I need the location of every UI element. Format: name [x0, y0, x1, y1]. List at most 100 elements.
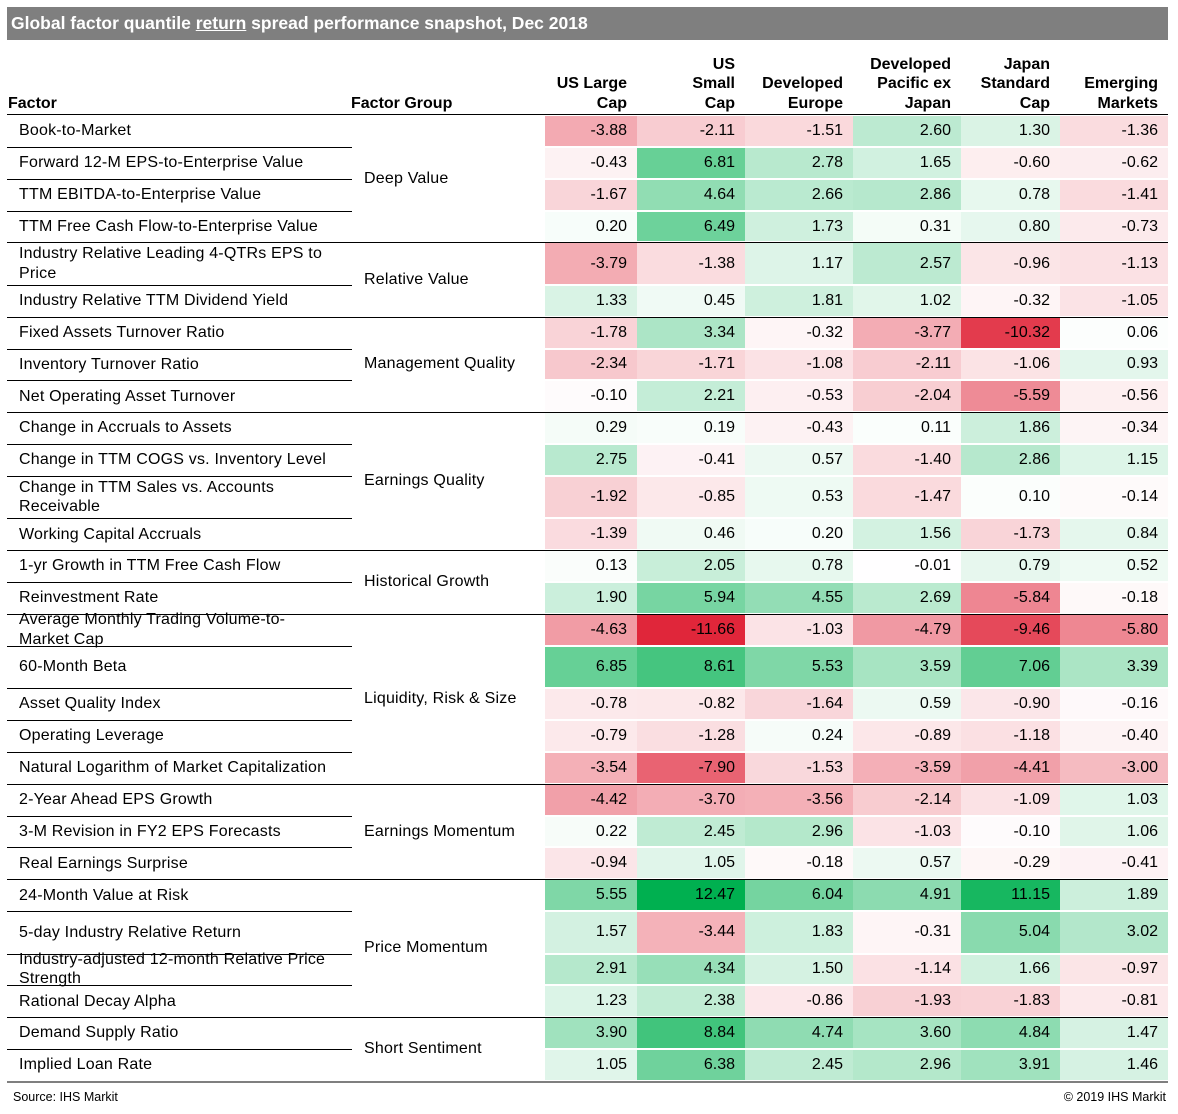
value-cell: 2.45: [637, 816, 745, 847]
value-cell: 1.47: [1060, 1018, 1168, 1049]
value-cell: -0.14: [1060, 476, 1168, 518]
value-cell: -0.94: [545, 848, 637, 879]
factor-name: Change in Accruals to Assets: [19, 419, 232, 437]
factor-name: Change in TTM Sales vs. Accounts Receiva…: [19, 478, 275, 516]
value-cell: -1.13: [1060, 243, 1168, 284]
value-cell: -1.05: [1060, 285, 1168, 316]
value-cell: -2.11: [637, 116, 745, 146]
value-cell: 1.81: [745, 285, 853, 316]
value-cell: -0.32: [961, 285, 1060, 316]
factor-name: Fixed Assets Turnover Ratio: [19, 323, 225, 341]
value-cell: -5.84: [961, 583, 1060, 613]
value-cell: 11.15: [961, 880, 1060, 911]
value-cell: 2.66: [745, 179, 853, 210]
value-cell: -0.53: [745, 381, 853, 412]
value-cell: 1.05: [545, 1050, 637, 1080]
value-cell: 0.59: [853, 689, 961, 719]
value-cell: 0.10: [961, 476, 1060, 518]
value-cell: 6.38: [637, 1050, 745, 1080]
value-cell: 0.45: [637, 285, 745, 316]
column-header: Developed Pacific ex Japan: [870, 55, 951, 112]
chart-title: Global factor quantile return spread per…: [7, 7, 1168, 40]
value-cell: -0.89: [853, 721, 961, 751]
factor-group-name: Management Quality: [364, 355, 516, 373]
row-rule: [7, 210, 352, 212]
value-cell: 0.19: [637, 413, 745, 444]
value-cell: 0.78: [961, 179, 1060, 210]
factor-name: 2-Year Ahead EPS Growth: [19, 790, 213, 808]
group-rule: [7, 613, 1168, 615]
value-cell: -1.67: [545, 179, 637, 210]
value-cell: 4.55: [745, 583, 853, 613]
value-cell: 3.02: [1060, 912, 1168, 953]
factor-name: TTM EBITDA-to-Enterprise Value: [19, 185, 262, 203]
column-header: Developed Europe: [762, 75, 843, 112]
value-cell: -2.14: [853, 784, 961, 815]
header-factor-group: Factor Group: [351, 95, 453, 112]
value-cell: 6.85: [545, 646, 637, 688]
value-cell: -0.56: [1060, 381, 1168, 412]
value-cell: -4.79: [853, 614, 961, 645]
value-cell: 0.52: [1060, 551, 1168, 582]
value-cell: -1.53: [745, 752, 853, 783]
value-cell: -1.78: [545, 317, 637, 348]
factor-name: Rational Decay Alpha: [19, 992, 176, 1010]
value-cell: -1.08: [745, 349, 853, 380]
value-cell: -1.40: [853, 445, 961, 475]
column-header: US Small Cap: [692, 55, 735, 112]
group-rule: [7, 783, 1168, 785]
value-cell: 1.46: [1060, 1050, 1168, 1080]
value-cell: -3.54: [545, 752, 637, 783]
value-cell: -1.06: [961, 349, 1060, 380]
value-cell: 0.57: [745, 445, 853, 475]
value-cell: 2.69: [853, 583, 961, 613]
value-cell: 1.50: [745, 954, 853, 985]
value-cell: 1.03: [1060, 784, 1168, 815]
value-cell: -0.79: [545, 721, 637, 751]
factor-name: Average Monthly Trading Volume-to- Marke…: [19, 611, 286, 648]
value-cell: -0.81: [1060, 986, 1168, 1017]
value-cell: 1.30: [961, 116, 1060, 146]
value-cell: -1.36: [1060, 116, 1168, 146]
row-rule: [7, 688, 352, 690]
factor-group-name: Relative Value: [364, 270, 469, 288]
value-cell: 0.20: [745, 519, 853, 550]
value-cell: -0.73: [1060, 211, 1168, 242]
value-cell: 4.74: [745, 1018, 853, 1049]
value-cell: 2.38: [637, 986, 745, 1017]
row-rule: [7, 380, 352, 382]
group-rule: [7, 550, 1168, 552]
group-rule: [7, 412, 1168, 414]
value-cell: -1.18: [961, 721, 1060, 751]
header-rule: [7, 114, 1168, 115]
factor-group-name: Deep Value: [364, 169, 449, 187]
value-cell: -0.85: [637, 476, 745, 518]
value-cell: -9.46: [961, 614, 1060, 645]
group-rule: [7, 1081, 1168, 1083]
group-rule: [7, 879, 1168, 881]
column-header: Japan Standard Cap: [980, 55, 1050, 112]
value-cell: -3.00: [1060, 752, 1168, 783]
value-cell: 8.84: [637, 1018, 745, 1049]
value-cell: 2.96: [853, 1050, 961, 1080]
value-cell: -5.80: [1060, 614, 1168, 645]
value-cell: -0.60: [961, 147, 1060, 178]
row-rule: [7, 444, 352, 446]
factor-name: Asset Quality Index: [19, 695, 161, 713]
value-cell: -1.39: [545, 519, 637, 550]
value-cell: 12.47: [637, 880, 745, 911]
value-cell: 0.24: [745, 721, 853, 751]
value-cell: -0.32: [745, 317, 853, 348]
factor-name: Operating Leverage: [19, 727, 165, 745]
value-cell: 3.91: [961, 1050, 1060, 1080]
value-cell: 1.23: [545, 986, 637, 1017]
value-cell: -0.43: [745, 413, 853, 444]
value-cell: -2.04: [853, 381, 961, 412]
row-rule: [7, 847, 352, 849]
factor-name: Change in TTM COGS vs. Inventory Level: [19, 451, 326, 469]
value-cell: -3.56: [745, 784, 853, 815]
factor-group-name: Short Sentiment: [364, 1040, 482, 1058]
value-cell: -1.14: [853, 954, 961, 985]
value-cell: 2.91: [545, 954, 637, 985]
value-cell: 1.06: [1060, 816, 1168, 847]
